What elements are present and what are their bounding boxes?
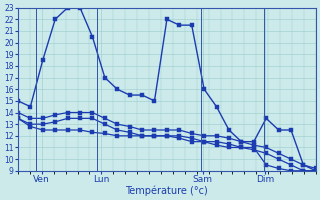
X-axis label: Température (°c): Température (°c) [125,185,208,196]
